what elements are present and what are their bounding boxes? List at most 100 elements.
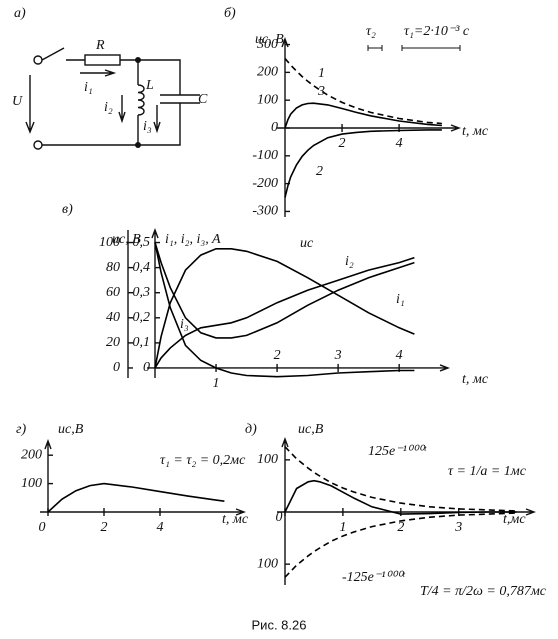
axes [277,37,461,217]
x-axis-label: t, мс [462,124,489,139]
panel-label: б) [224,6,236,21]
curve [154,256,415,369]
node [135,57,141,63]
y-tick-label: -300 [252,204,278,219]
axes [277,437,536,585]
y-axis-label: uc,B [298,422,324,437]
y-tick-label: -200 [252,176,278,191]
y2-tick-label: 0,4 [133,260,151,275]
terminal [33,140,43,150]
x-tick-label: 2 [274,348,281,363]
annotation: τ₁=2·10⁻³ c [404,24,470,39]
node [135,142,141,148]
caption: Рис. 8.26 [252,617,307,632]
y-tick-label: 100 [257,452,278,467]
current-label: i₃ [143,119,152,134]
x-tick-label: 2 [339,136,346,151]
x-axis-label: t,мс [503,512,526,527]
curve-label: 125e⁻¹⁰⁰⁰ᵗ [368,444,428,459]
curve [284,512,517,578]
resistor [84,54,121,66]
y-tick-label: 100 [99,235,120,250]
axes [40,439,246,516]
panel-label: а) [14,6,26,21]
y-tick-label: 100 [257,556,278,571]
wires [42,59,200,146]
y2-tick-label: 0 [143,360,150,375]
y2-tick-label: 0,1 [133,335,151,350]
axes [147,228,450,378]
y-tick-label: 60 [106,285,120,300]
capacitor-label: C [198,92,208,107]
y-tick-label: 0 [113,360,120,375]
y-tick-label: 200 [21,447,42,462]
current-arrow [153,105,161,134]
y-tick-label: 300 [256,37,278,52]
circuit: а) R L C U i₁ i₂ i₃ [12,6,208,150]
curve [154,242,415,378]
annotation: τ₂ [366,24,376,39]
curve-label: -125e⁻¹⁰⁰⁰ᵗ [342,570,406,585]
resistor-label: R [95,38,105,53]
x-tick-label: 2 [101,520,108,535]
x-tick-label: 0 [39,520,46,535]
y-tick-label: -100 [252,148,278,163]
y-tick-label: 0 [271,120,278,135]
x-tick-label: 1 [339,520,346,535]
terminal [33,55,43,65]
curve-label: i₃ [180,317,189,332]
curve-label: 1 [318,66,325,81]
interval-marks [367,45,461,51]
curve [284,479,517,515]
x-tick-label: 3 [454,520,462,535]
switch [41,47,65,61]
y-tick-label: 20 [106,335,120,350]
inductor [137,84,145,116]
x-tick-label: 1 [213,376,220,391]
x-tick-label: 0 [276,510,283,525]
y-tick-label: 100 [257,92,278,107]
y-tick-label: 100 [21,476,42,491]
curve [284,57,442,125]
curve-label: 2 [316,164,323,179]
curve [284,129,442,198]
curve-label: 3 [317,84,325,99]
inductor-label: L [145,78,154,93]
curve [47,482,225,513]
annotation: T/4 = π/2ω = 0,787мс [420,584,547,599]
x-tick-label: 4 [396,136,403,151]
voltage-label: U [12,94,23,109]
y2-axis-label: i₁, i₂, i₃, A [165,232,221,247]
y-axis-label: uc, B [255,32,284,47]
annotation: τ = 1/a = 1мс [448,464,527,479]
x-tick-label: 4 [157,520,164,535]
x-tick-label: 2 [397,520,404,535]
curve [154,248,415,369]
x-tick-label: 3 [334,348,342,363]
y2-tick-label: 0,5 [133,235,151,250]
y-axis-label: uc, B [112,232,141,247]
y-axis-label: uc,B [58,422,84,437]
annotation: τ₁ = τ₂ = 0,2мс [160,453,246,468]
curve [284,102,442,129]
current-arrow [80,69,117,77]
curve [284,446,517,512]
y2-tick-label: 0,3 [133,285,151,300]
curve-label: uc [300,236,314,251]
panel-label: д) [245,422,257,437]
x-axis-label: t, мс [462,372,489,387]
panel-label: г) [16,422,26,437]
curve-label: i₁ [396,292,405,307]
x-axis-label: t, мс [222,512,249,527]
current-label: i₂ [104,100,113,115]
current-label: i₁ [84,80,93,95]
current-arrow [118,95,126,124]
y-tick-label: 80 [106,260,120,275]
curve [154,242,415,339]
x-tick-label: 4 [396,348,403,363]
panel-label: в) [62,202,73,217]
voltage-arrow [25,75,35,134]
y2-tick-label: 0,2 [133,310,151,325]
y-tick-label: 200 [257,65,278,80]
